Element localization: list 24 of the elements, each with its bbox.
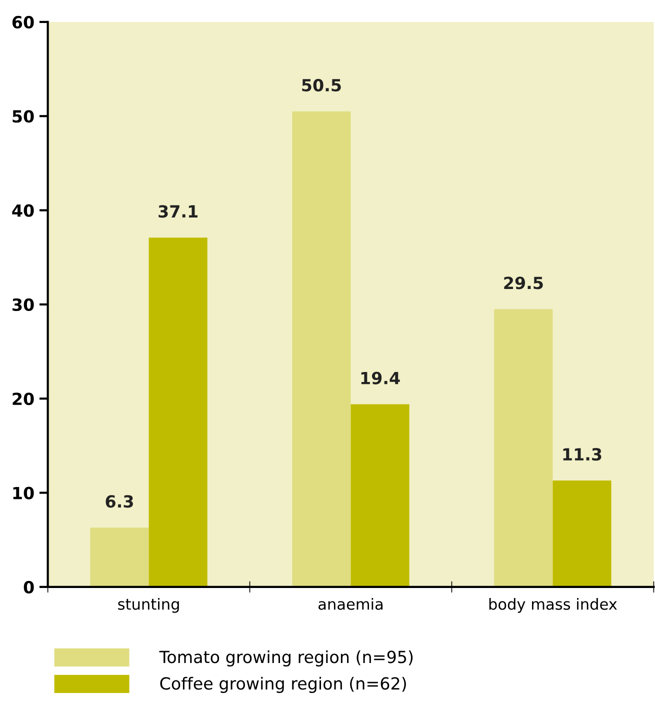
data-label: 11.3	[563, 448, 602, 461]
y-tick-label: 10	[13, 486, 34, 500]
data-label: 50.5	[302, 78, 341, 92]
legend-label: Coffee growing region (n=62)	[160, 676, 406, 693]
bar	[148, 238, 208, 587]
legend-label: Tomato growing region (n=95)	[159, 650, 413, 666]
y-tick-label: 50	[12, 110, 34, 123]
y-tick-label: 40	[12, 204, 34, 217]
data-label: 19.4	[361, 372, 400, 384]
data-label: 37.1	[158, 205, 198, 218]
data-label: 6.3	[106, 495, 133, 508]
y-tick-label: 30	[12, 298, 34, 312]
bar	[552, 480, 612, 587]
y-tick-label: 60	[12, 16, 34, 29]
x-tick-label: body mass index	[489, 598, 617, 613]
x-tick-label: anaemia	[318, 598, 383, 610]
bar	[292, 111, 351, 587]
y-tick-label: 20	[12, 392, 34, 406]
x-tick-label: stunting	[118, 598, 179, 613]
bar	[350, 404, 410, 587]
bar	[90, 528, 149, 587]
y-tick-label: 0	[24, 580, 34, 594]
data-label: 29.5	[504, 276, 543, 290]
bar	[494, 309, 553, 587]
